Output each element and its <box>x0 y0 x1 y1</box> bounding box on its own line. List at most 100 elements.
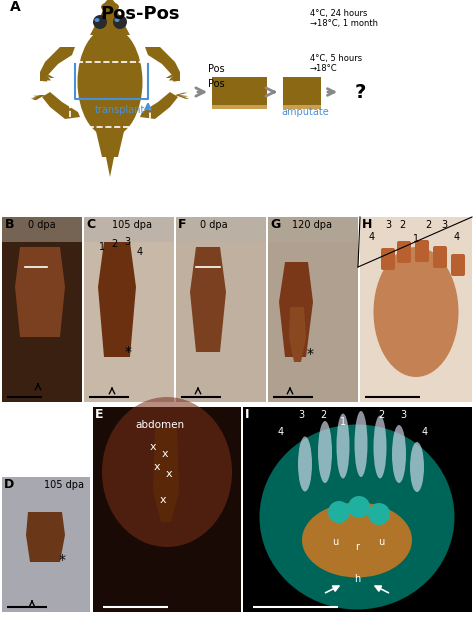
Ellipse shape <box>337 413 349 479</box>
Text: 4°C, 24 hours
→18°C, 1 month: 4°C, 24 hours →18°C, 1 month <box>310 9 378 28</box>
Text: 2: 2 <box>111 239 117 249</box>
FancyBboxPatch shape <box>268 217 358 402</box>
Ellipse shape <box>298 436 312 492</box>
Text: 2: 2 <box>320 410 326 420</box>
FancyBboxPatch shape <box>2 217 82 402</box>
Text: 3: 3 <box>441 220 447 230</box>
Ellipse shape <box>115 18 119 22</box>
FancyBboxPatch shape <box>381 248 395 270</box>
Text: D: D <box>4 479 14 492</box>
FancyBboxPatch shape <box>397 241 411 263</box>
FancyBboxPatch shape <box>243 407 472 612</box>
FancyBboxPatch shape <box>415 240 429 262</box>
Text: Pos: Pos <box>208 79 225 89</box>
Text: 120 dpa: 120 dpa <box>292 220 332 230</box>
Text: E: E <box>95 408 103 421</box>
Ellipse shape <box>78 27 143 137</box>
Text: x: x <box>154 462 160 472</box>
Ellipse shape <box>410 442 424 492</box>
Text: 4: 4 <box>454 232 460 242</box>
Polygon shape <box>165 72 180 78</box>
Text: ?: ? <box>354 83 365 102</box>
Text: 4: 4 <box>422 427 428 437</box>
FancyBboxPatch shape <box>212 105 267 109</box>
Text: I: I <box>245 408 249 421</box>
Text: Pos-Pos: Pos-Pos <box>100 5 180 23</box>
FancyBboxPatch shape <box>176 217 266 242</box>
Polygon shape <box>175 95 189 97</box>
Text: x: x <box>160 495 166 505</box>
Ellipse shape <box>392 425 406 483</box>
Circle shape <box>348 496 370 518</box>
Text: B: B <box>5 218 15 231</box>
Polygon shape <box>40 72 47 81</box>
FancyBboxPatch shape <box>268 217 358 242</box>
Text: 2: 2 <box>425 220 431 230</box>
Circle shape <box>113 15 127 29</box>
FancyBboxPatch shape <box>93 407 241 612</box>
Ellipse shape <box>259 424 455 610</box>
Text: C: C <box>86 218 95 231</box>
Ellipse shape <box>355 411 367 477</box>
FancyBboxPatch shape <box>360 217 472 402</box>
Ellipse shape <box>318 421 332 483</box>
Polygon shape <box>140 92 178 119</box>
FancyBboxPatch shape <box>84 217 174 242</box>
Polygon shape <box>26 512 65 562</box>
Circle shape <box>328 501 350 523</box>
Polygon shape <box>42 92 80 119</box>
Text: 3: 3 <box>298 410 304 420</box>
Text: 3: 3 <box>400 410 406 420</box>
Polygon shape <box>40 72 55 78</box>
Text: r: r <box>355 542 359 552</box>
Polygon shape <box>32 95 45 97</box>
Polygon shape <box>153 427 179 522</box>
Text: *: * <box>58 553 65 567</box>
Polygon shape <box>15 247 65 337</box>
FancyBboxPatch shape <box>176 217 266 402</box>
Text: F: F <box>178 218 186 231</box>
Polygon shape <box>173 72 180 81</box>
Polygon shape <box>95 127 125 157</box>
Polygon shape <box>40 47 75 75</box>
Polygon shape <box>175 93 188 95</box>
Polygon shape <box>105 152 115 177</box>
Polygon shape <box>145 47 180 75</box>
FancyBboxPatch shape <box>2 217 82 242</box>
FancyBboxPatch shape <box>451 254 465 276</box>
Text: 105 dpa: 105 dpa <box>112 220 152 230</box>
Text: abdomen: abdomen <box>135 420 184 430</box>
FancyBboxPatch shape <box>433 246 447 268</box>
Text: u: u <box>378 537 384 547</box>
Polygon shape <box>32 95 45 96</box>
Text: 1: 1 <box>99 242 105 252</box>
Ellipse shape <box>101 2 119 12</box>
Polygon shape <box>31 95 45 99</box>
Text: 3: 3 <box>124 237 130 247</box>
Text: Pos: Pos <box>208 64 225 74</box>
Polygon shape <box>98 242 136 357</box>
Polygon shape <box>175 95 188 96</box>
Polygon shape <box>279 262 313 357</box>
FancyBboxPatch shape <box>283 77 321 107</box>
Text: 2: 2 <box>399 220 405 230</box>
Polygon shape <box>90 7 130 35</box>
Text: *: * <box>307 347 313 361</box>
Text: 0 dpa: 0 dpa <box>200 220 228 230</box>
Polygon shape <box>40 72 44 81</box>
Text: 4: 4 <box>137 247 143 257</box>
Text: *: * <box>125 345 131 359</box>
Text: amputate: amputate <box>281 107 329 117</box>
Text: 4: 4 <box>278 427 284 437</box>
Text: x: x <box>150 442 156 452</box>
Polygon shape <box>289 307 306 362</box>
Ellipse shape <box>102 397 232 547</box>
Polygon shape <box>190 247 226 352</box>
FancyBboxPatch shape <box>212 77 267 107</box>
Polygon shape <box>32 95 45 100</box>
Text: h: h <box>354 574 360 584</box>
Text: G: G <box>270 218 280 231</box>
Text: 1: 1 <box>340 417 346 427</box>
Text: 3: 3 <box>385 220 391 230</box>
Text: transplant: transplant <box>95 105 145 115</box>
